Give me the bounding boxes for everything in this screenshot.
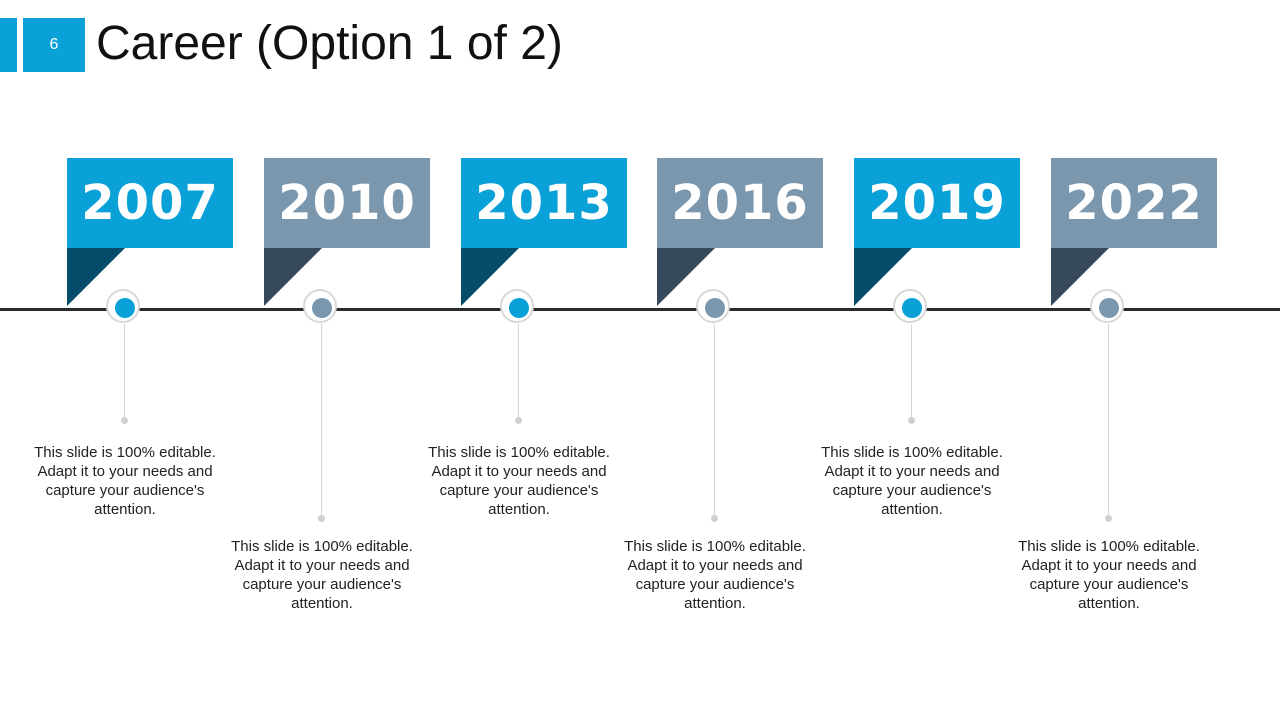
marker-dot [1099,298,1119,318]
slide-title: Career (Option 1 of 2) [96,17,563,70]
connector-line [714,324,715,518]
connector-end-dot [121,417,128,424]
connector-line [321,324,322,518]
connector-line [911,324,912,420]
year-flag: 2007 [67,158,233,248]
milestone-description: This slide is 100% editable. Adapt it to… [34,444,216,518]
connector-end-dot [318,515,325,522]
connector-line [124,324,125,420]
milestone-description: This slide is 100% editable. Adapt it to… [428,444,610,518]
milestone-description: This slide is 100% editable. Adapt it to… [821,444,1003,518]
year-flag: 2013 [461,158,627,248]
connector-end-dot [711,515,718,522]
connector-end-dot [515,417,522,424]
milestone-description: This slide is 100% editable. Adapt it to… [624,538,806,612]
year-flag: 2022 [1051,158,1217,248]
milestone-description: This slide is 100% editable. Adapt it to… [231,538,413,612]
marker-dot [115,298,135,318]
marker-dot [509,298,529,318]
marker-dot [312,298,332,318]
year-flag: 2016 [657,158,823,248]
connector-end-dot [908,417,915,424]
year-flag: 2010 [264,158,430,248]
connector-line [1108,324,1109,518]
marker-dot [902,298,922,318]
connector-end-dot [1105,515,1112,522]
accent-bar [0,18,17,72]
milestone-description: This slide is 100% editable. Adapt it to… [1018,538,1200,612]
slide-number: 6 [23,18,85,72]
connector-line [518,324,519,420]
marker-dot [705,298,725,318]
year-flag: 2019 [854,158,1020,248]
timeline-line [0,308,1280,311]
